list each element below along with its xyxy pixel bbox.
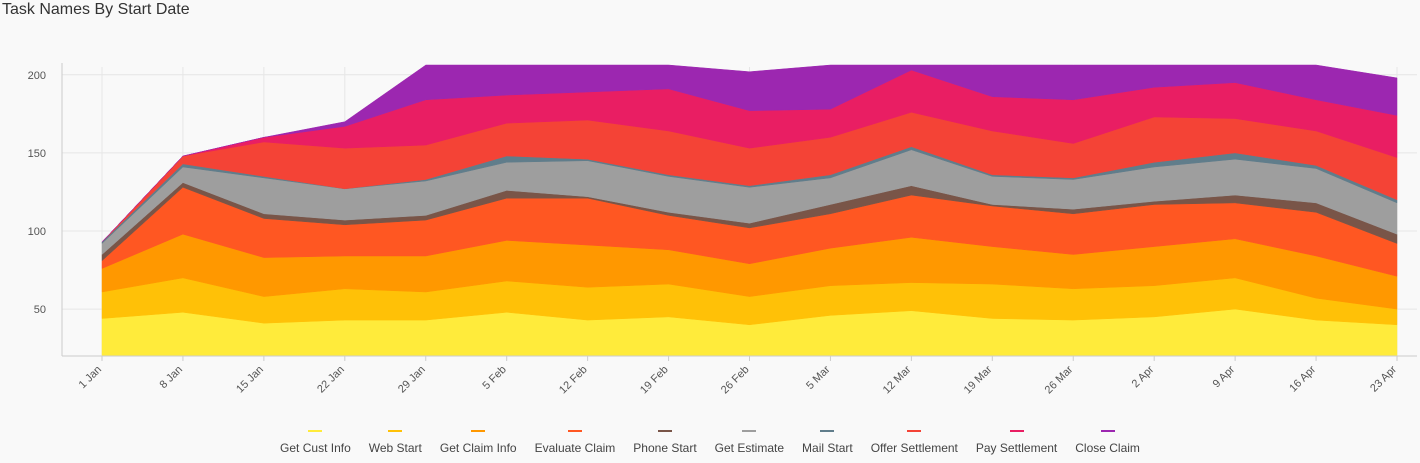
legend-label: Evaluate Claim [534, 441, 616, 455]
x-tick-label: 5 Mar [804, 363, 833, 392]
legend-item[interactable]: Offer Settlement [871, 430, 958, 455]
y-tick-label: 100 [28, 226, 46, 238]
legend-label: Get Claim Info [439, 441, 517, 455]
x-tick-label: 12 Mar [881, 363, 914, 396]
chart-area: 50 100 150 200 1 Jan 8 Jan 15 Jan 22 Jan 29 Jan 5… [28, 63, 1417, 397]
legend-swatch [820, 430, 835, 432]
area-series [101, 64, 1398, 357]
legend-label: Get Cust Info [280, 441, 351, 455]
x-tick-label: 2 Apr [1130, 363, 1157, 390]
legend-label: Offer Settlement [870, 441, 958, 455]
x-tick-label: 8 Jan [158, 364, 186, 392]
legend-label: Phone Start [633, 441, 697, 455]
legend-label: Mail Start [802, 441, 853, 455]
legend-swatch [471, 430, 486, 432]
x-tick-label: 29 Jan [396, 364, 428, 396]
legend-label: Get Estimate [714, 441, 785, 455]
legend-label: Close Claim [1075, 441, 1140, 455]
x-tick-label: 26 Mar [1043, 363, 1076, 396]
y-tick-label: 150 [28, 148, 46, 160]
x-tick-label: 1 Jan [77, 364, 105, 392]
legend-label: Pay Settlement [975, 441, 1058, 455]
legend-swatch [1009, 430, 1024, 432]
x-tick-label: 22 Jan [315, 364, 347, 396]
legend-item[interactable]: Web Start [369, 430, 422, 455]
chart-title: Task Names By Start Date [2, 1, 190, 18]
legend-swatch [657, 430, 672, 432]
legend-item[interactable]: Pay Settlement [976, 430, 1057, 455]
legend-item[interactable]: Get Claim Info [440, 430, 517, 455]
legend-swatch [742, 430, 757, 432]
x-tick-label: 16 Apr [1287, 363, 1318, 394]
legend-item[interactable]: Get Cust Info [280, 430, 351, 455]
legend-swatch [308, 430, 323, 432]
area-close-claim [101, 64, 1398, 243]
legend-item[interactable]: Close Claim [1075, 430, 1140, 455]
legend-item[interactable]: Evaluate Claim [534, 430, 616, 455]
x-tick-label: 5 Feb [480, 364, 508, 392]
legend-item[interactable]: Get Estimate [715, 430, 784, 455]
x-tick-label: 12 Feb [557, 364, 590, 397]
x-tick-label: 9 Apr [1211, 363, 1238, 390]
legend: Get Cust Info Web Start Get Claim Info Eval… [0, 430, 1420, 455]
legend-swatch [388, 430, 403, 432]
x-tick-label: 19 Feb [638, 364, 671, 397]
legend-swatch [907, 430, 922, 432]
legend-item[interactable]: Mail Start [802, 430, 853, 455]
legend-swatch [567, 430, 582, 432]
x-tick-label: 19 Mar [962, 363, 995, 396]
legend-swatch [1100, 430, 1115, 432]
x-tick-label: 23 Apr [1368, 363, 1399, 394]
x-tick-label: 26 Feb [719, 364, 752, 397]
y-tick-label: 50 [34, 304, 46, 316]
y-tick-label: 200 [28, 70, 46, 82]
legend-item[interactable]: Phone Start [633, 430, 697, 455]
x-tick-label: 15 Jan [234, 364, 266, 396]
legend-label: Web Start [368, 441, 422, 455]
